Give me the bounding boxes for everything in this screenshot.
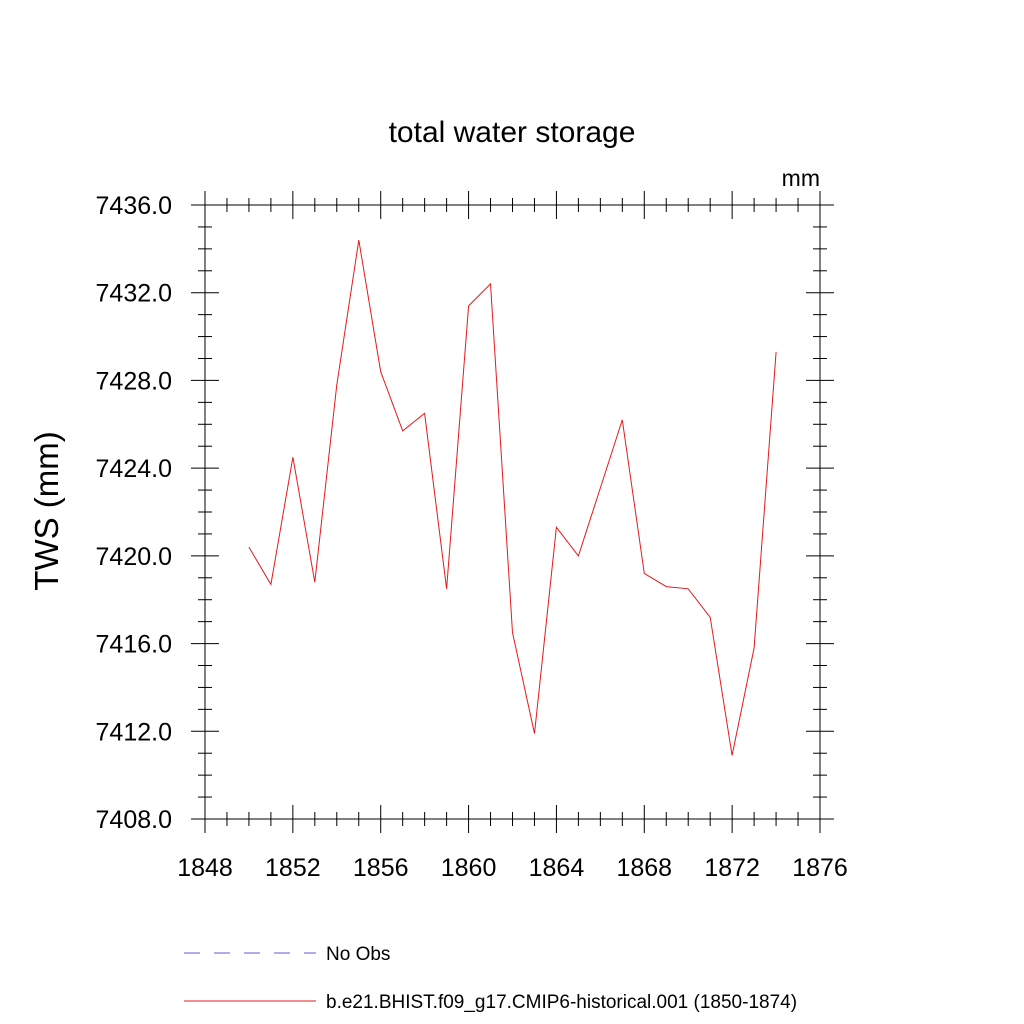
series-layer bbox=[248, 240, 777, 756]
y-axis-label: TWS (mm) bbox=[28, 431, 65, 590]
y-tick-label: 7420.0 bbox=[96, 543, 172, 571]
x-tick-label: 1848 bbox=[177, 854, 233, 882]
y-tick-label: 7432.0 bbox=[96, 280, 172, 308]
y-tick-label: 7436.0 bbox=[96, 192, 172, 220]
x-tick-label: 1876 bbox=[792, 854, 848, 882]
y-tick-label: 7412.0 bbox=[96, 718, 172, 746]
legend: No Obs b.e21.BHIST.f09_g17.CMIP6-histori… bbox=[184, 944, 797, 1013]
series-line bbox=[248, 240, 777, 756]
x-tick-label: 1868 bbox=[616, 854, 672, 882]
x-tick-label: 1856 bbox=[353, 854, 409, 882]
legend-label-no-obs: No Obs bbox=[326, 944, 390, 965]
legend-label-historical: b.e21.BHIST.f09_g17.CMIP6-historical.001… bbox=[326, 992, 797, 1013]
y-tick-labels: 7408.0 7412.0 7416.0 7420.0 7424.0 7428.0 7432… bbox=[96, 192, 172, 834]
y-tick-label: 7416.0 bbox=[96, 631, 172, 659]
y-tick-label: 7424.0 bbox=[96, 455, 172, 483]
plot-frame bbox=[204, 204, 821, 820]
x-tick-label: 1872 bbox=[704, 854, 760, 882]
y-tick-label: 7408.0 bbox=[96, 806, 172, 834]
chart-title: total water storage bbox=[389, 116, 636, 149]
x-tick-labels: 1848 1852 1856 1860 1864 1868 1872 1876 bbox=[177, 854, 848, 882]
x-tick-label: 1864 bbox=[529, 854, 585, 882]
x-tick-label: 1852 bbox=[265, 854, 321, 882]
y-tick-label: 7428.0 bbox=[96, 367, 172, 395]
x-tick-label: 1860 bbox=[441, 854, 497, 882]
units-label: mm bbox=[782, 165, 820, 191]
tickmarks bbox=[191, 191, 834, 833]
